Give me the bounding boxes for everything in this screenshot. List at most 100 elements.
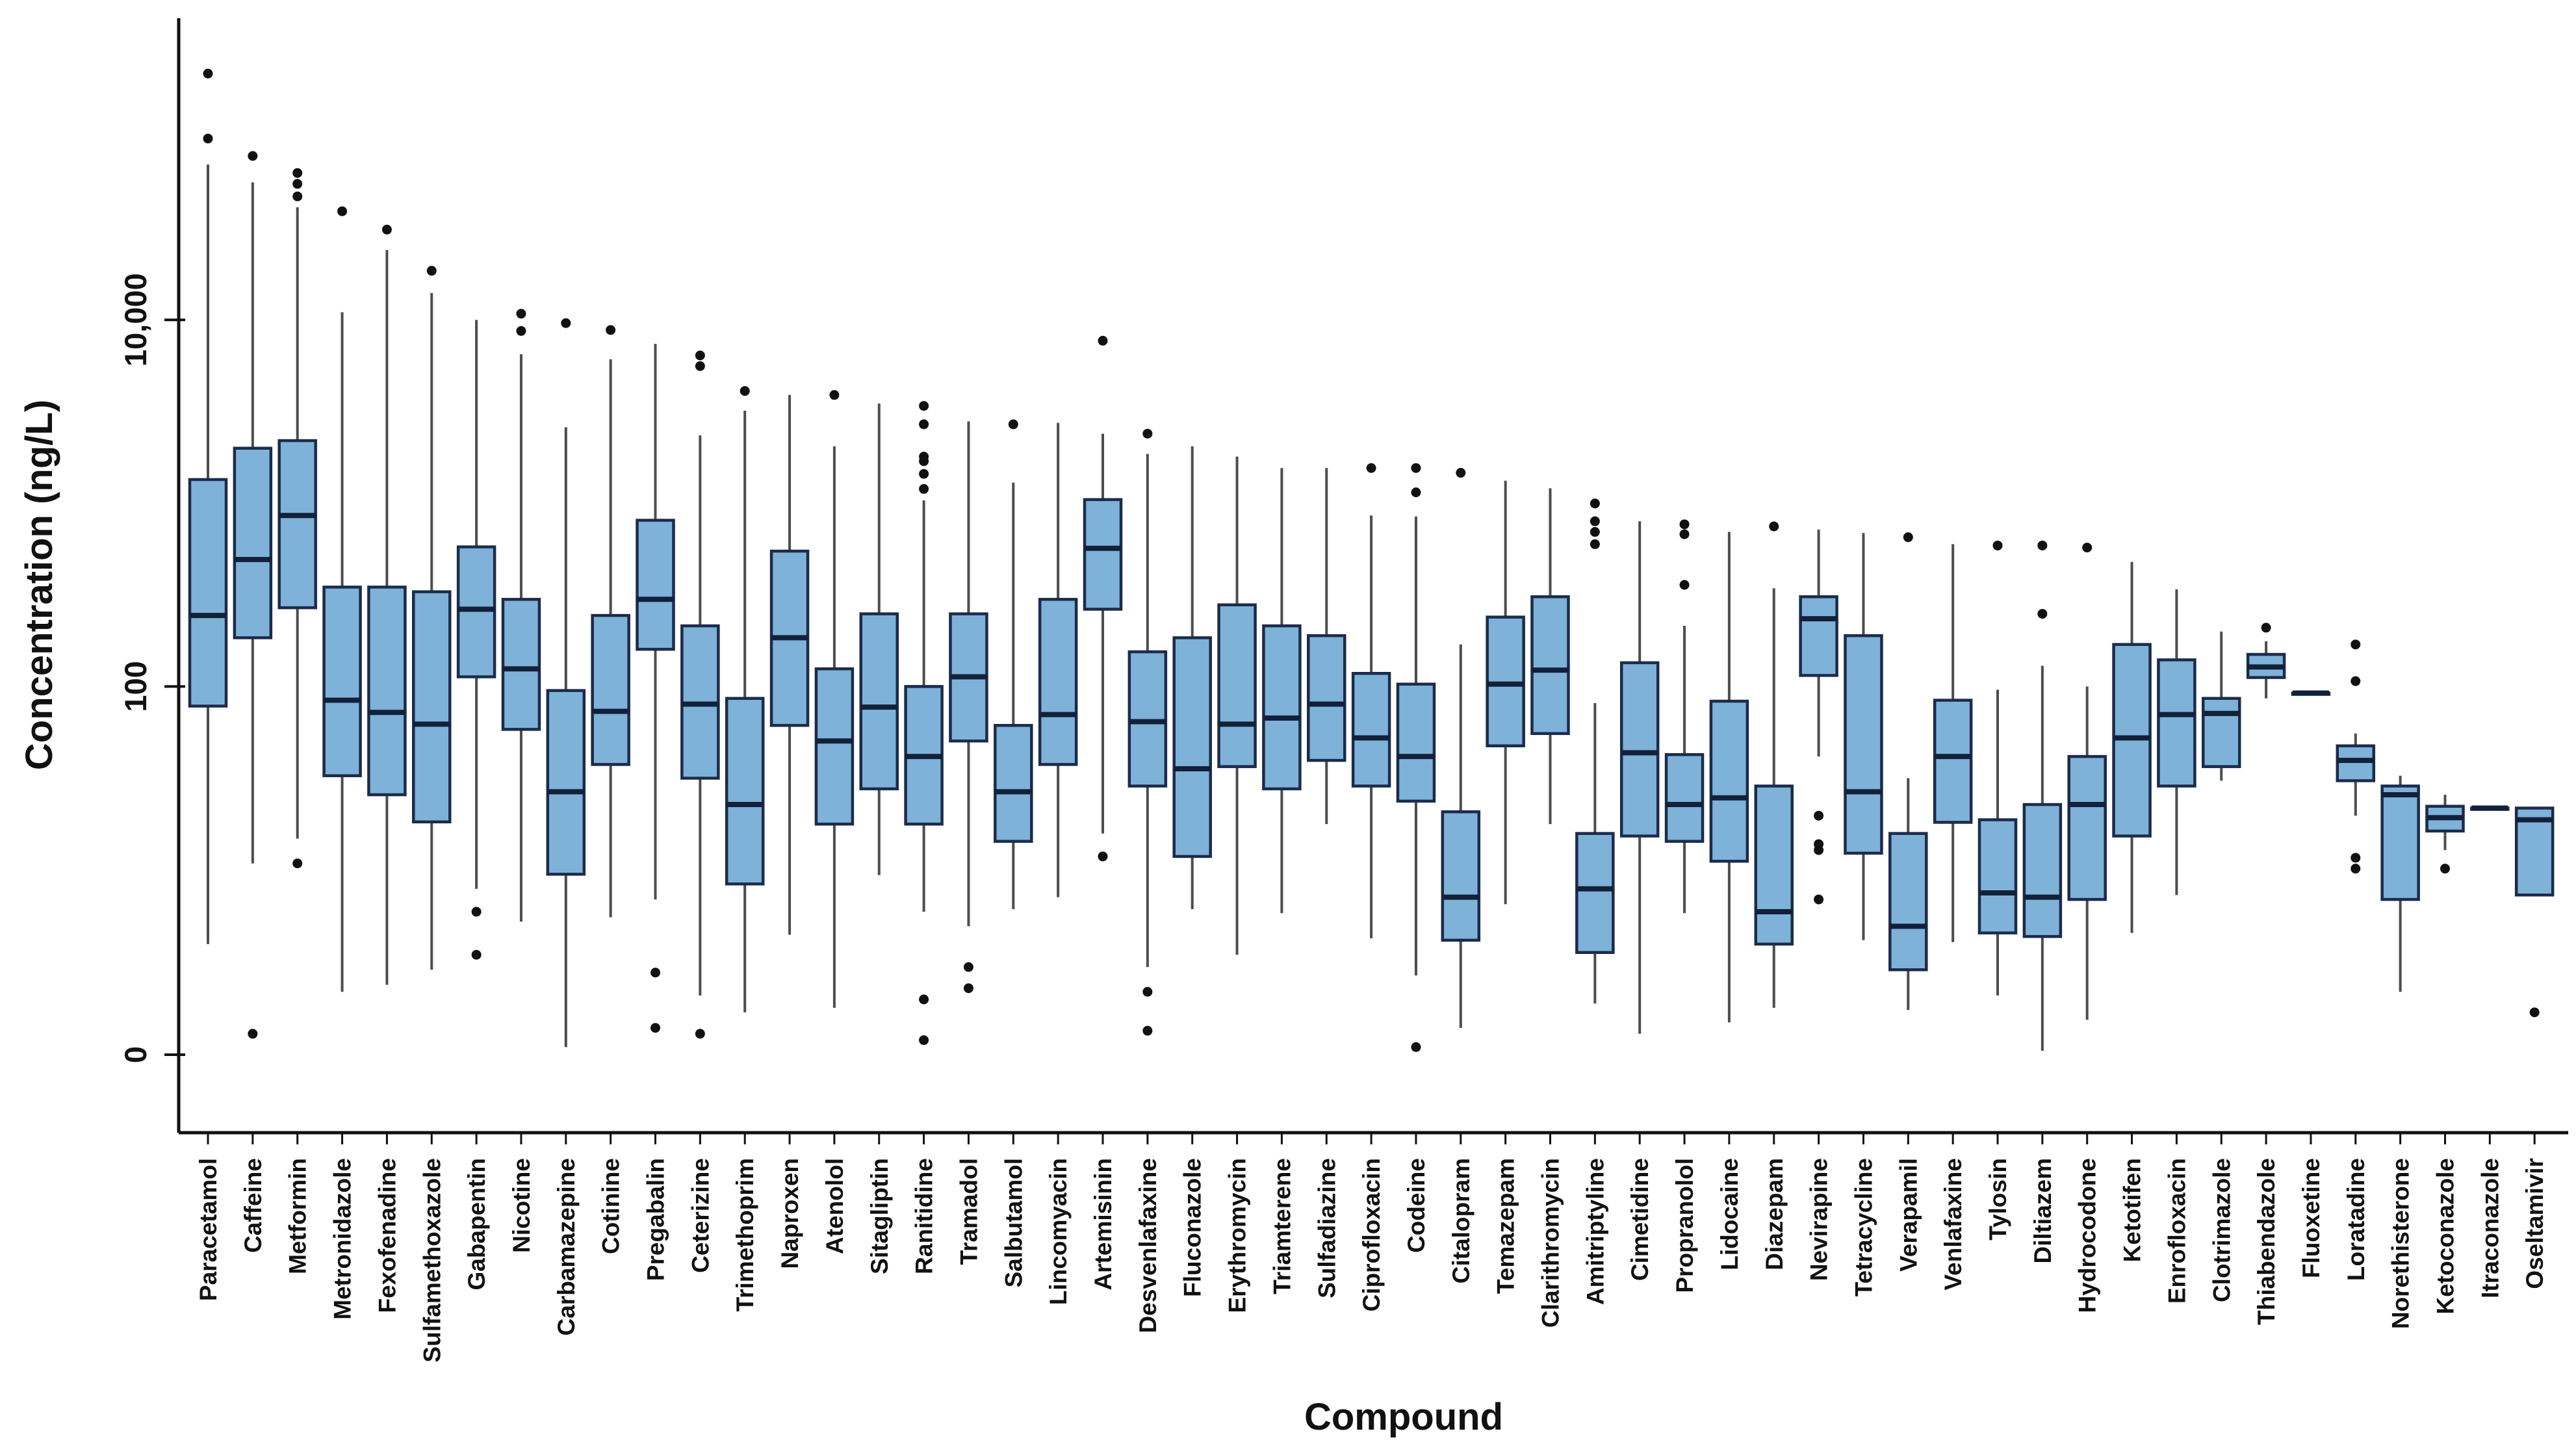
outlier-point (337, 206, 348, 216)
iqr-box (2336, 744, 2376, 782)
boxplot-temazepam (1486, 480, 1525, 905)
iqr-box (1083, 498, 1123, 611)
iqr-box (1754, 784, 1794, 946)
outlier-point (963, 962, 973, 972)
compound-label: Ciprofloxacin (1358, 1158, 1385, 1311)
outlier-point (248, 1029, 258, 1039)
outlier-point (919, 456, 929, 467)
compound-label: Itraconazole (2477, 1158, 2503, 1298)
iqr-box (501, 598, 541, 731)
iqr-box (233, 446, 273, 639)
iqr-box (2067, 754, 2107, 901)
y-tick-label: 100 (118, 661, 153, 712)
outlier-point (203, 133, 213, 144)
boxplot-loratadine (2336, 639, 2376, 874)
outlier-point (2082, 543, 2093, 553)
outlier-point (1814, 810, 1824, 821)
outlier-point (2529, 1007, 2540, 1018)
compound-label: Carbamazepine (553, 1158, 580, 1336)
outlier-point (1679, 529, 1690, 539)
boxplot-atenolol (814, 390, 855, 1008)
iqr-box (1396, 682, 1436, 803)
outlier-point (292, 191, 303, 201)
compound-label: Enrofloxacin (2163, 1158, 2190, 1304)
iqr-box (1307, 634, 1346, 762)
boxplot-paracetamol (188, 68, 228, 944)
compound-label: Diazepam (1761, 1158, 1788, 1270)
iqr-box (412, 590, 452, 824)
compound-label: Hydrocodone (2074, 1158, 2101, 1313)
boxplot-trimethoprim (725, 386, 765, 1012)
compound-label: Atenolol (821, 1158, 848, 1254)
iqr-box (1172, 636, 1212, 858)
boxplot-sulfamethoxazole (412, 266, 452, 970)
iqr-box (994, 724, 1033, 843)
boxplot-pregabalin (636, 344, 675, 1033)
boxplot-amitriptyline (1575, 498, 1615, 1004)
outlier-point (650, 1023, 660, 1033)
iqr-box (546, 689, 586, 876)
iqr-box (1575, 832, 1615, 954)
compound-label: Temazepam (1493, 1158, 1519, 1294)
compound-label: Tetracycline (1850, 1158, 1877, 1296)
compound-label: Paracetamol (195, 1158, 222, 1301)
compound-label: Citalopram (1448, 1158, 1475, 1283)
outlier-point (919, 469, 929, 479)
compound-label: Fexofenadine (374, 1158, 400, 1313)
iqr-box (322, 586, 362, 777)
iqr-box (1530, 595, 1570, 736)
iqr-box (2380, 784, 2420, 901)
boxplot-triamterene (1262, 468, 1302, 914)
boxplot-naproxen (769, 394, 810, 935)
boxplot-ketoconazole (2425, 794, 2465, 874)
outlier-point (650, 968, 660, 978)
axes: 0 100 10,000 Paracetamol Caffeine Metformin Me… (118, 18, 2568, 1363)
outlier-point (1992, 540, 2003, 550)
boxplot-norethisterone (2380, 775, 2420, 992)
outlier-point (1142, 1025, 1153, 1036)
outlier-point (740, 386, 750, 396)
boxplot-citalopram (1441, 468, 1481, 1028)
boxplot-clotrimazole (2202, 631, 2241, 781)
compound-label: Erythromycin (1224, 1158, 1251, 1313)
outlier-point (919, 401, 929, 411)
outlier-point (919, 483, 929, 494)
outlier-point (2261, 623, 2271, 633)
outlier-point (695, 1029, 705, 1039)
boxplot-lidocaine (1709, 532, 1749, 1023)
iqr-box (1888, 832, 1928, 972)
boxplot-gabapentin (456, 320, 496, 960)
compound-label: Verapamil (1895, 1158, 1922, 1272)
outlier-point (2037, 540, 2048, 550)
iqr-box (1127, 650, 1168, 788)
outlier-point (2351, 639, 2361, 650)
boxplot-ceterizine (680, 350, 720, 1039)
compound-label: Diltiazem (2029, 1158, 2056, 1263)
boxplot-caffeine (233, 151, 273, 1039)
boxplot-tylosin (1977, 540, 2018, 996)
outlier-point (1411, 1042, 1421, 1052)
x-axis-title: Compound (1304, 1396, 1503, 1438)
outlier-point (2351, 853, 2361, 863)
compound-label: Pregabalin (643, 1158, 669, 1281)
iqr-box (814, 667, 855, 826)
compound-label: Clarithromycin (1538, 1158, 1564, 1328)
boxplot-fluconazole (1172, 446, 1212, 909)
iqr-box (1351, 671, 1391, 788)
compound-label: Lincomyacin (1045, 1158, 1072, 1305)
compound-label: Fluoxetine (2298, 1158, 2325, 1278)
outlier-point (292, 168, 303, 178)
outlier-point (471, 949, 482, 960)
boxplot-sulfadiazine (1307, 468, 1346, 825)
outlier-point (2440, 864, 2450, 874)
boxplot-ketotifen (2112, 561, 2152, 933)
compound-label: Artemisinin (1090, 1158, 1116, 1291)
iqr-box (591, 613, 630, 766)
outlier-point (203, 68, 213, 79)
compound-label: Desvenlafaxine (1135, 1158, 1161, 1333)
compound-label: Salbutamol (1000, 1158, 1027, 1287)
compound-label: Norethisterone (2388, 1158, 2414, 1329)
iqr-box (1799, 595, 1838, 677)
outlier-point (1142, 986, 1153, 997)
